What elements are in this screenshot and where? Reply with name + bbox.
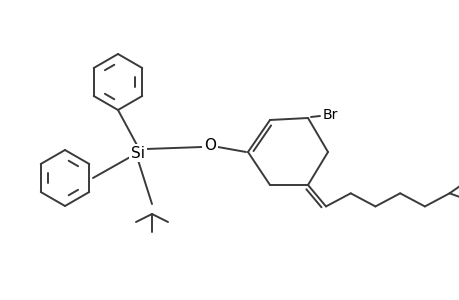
Text: Br: Br — [322, 108, 337, 122]
Text: Si: Si — [131, 146, 145, 160]
Text: O: O — [203, 137, 216, 152]
